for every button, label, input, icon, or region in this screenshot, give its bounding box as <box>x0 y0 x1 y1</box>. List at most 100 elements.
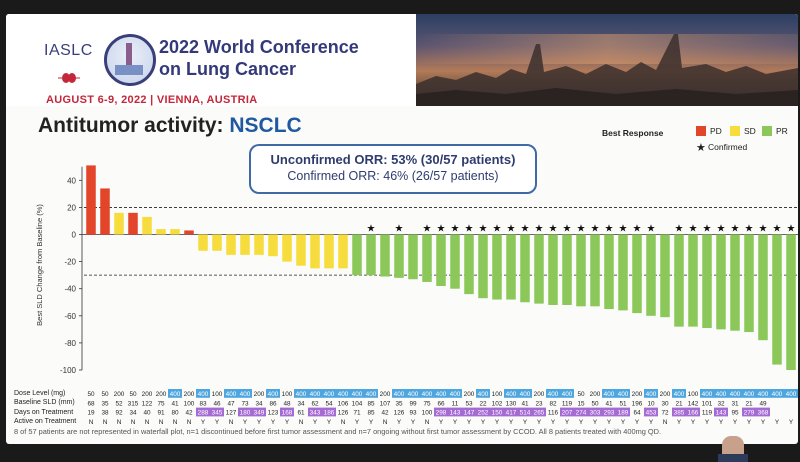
baseline-sld-cell: 101 <box>702 400 713 407</box>
table-cell-highlight <box>280 407 294 417</box>
table-cell-highlight <box>448 389 462 398</box>
dose-cell: 400 <box>408 391 419 398</box>
table-cell-highlight <box>420 389 434 398</box>
days-cell: 417 <box>506 410 517 417</box>
days-cell: 119 <box>702 410 713 417</box>
baseline-sld-cell: 48 <box>283 400 291 407</box>
row-label-days: Days on Treatment <box>14 408 74 416</box>
confirmed-star-icon: ★ <box>437 224 446 235</box>
dose-cell: 200 <box>114 391 125 398</box>
waterfall-bar <box>646 234 656 316</box>
confirmed-star-icon: ★ <box>689 224 698 235</box>
days-cell: 298 <box>436 410 447 417</box>
active-cell: Y <box>579 419 584 426</box>
days-cell: 116 <box>548 410 559 417</box>
waterfall-bar <box>422 234 432 282</box>
active-cell: Y <box>369 419 374 426</box>
legend-label-sd: SD <box>744 126 756 136</box>
baseline-sld-cell: 51 <box>619 400 627 407</box>
days-cell: 453 <box>646 410 657 417</box>
days-cell: 345 <box>212 410 223 417</box>
waterfall-bar <box>492 234 502 300</box>
waterfall-bar <box>618 234 628 311</box>
active-cell: Y <box>775 419 780 426</box>
table-cell-highlight <box>616 407 630 417</box>
active-cell: Y <box>467 419 472 426</box>
table-cell-highlight <box>476 407 490 417</box>
table-cell-highlight <box>756 389 770 398</box>
days-cell: 343 <box>310 410 321 417</box>
baseline-sld-cell: 22 <box>479 400 487 407</box>
baseline-sld-cell: 15 <box>577 400 585 407</box>
unconfirmed-orr-text: Unconfirmed ORR: 53% (30/57 patients) <box>270 152 516 167</box>
days-cell: 288 <box>198 410 209 417</box>
row-label-active: Active on Treatment <box>14 417 77 425</box>
dose-cell: 400 <box>744 391 755 398</box>
days-cell: 293 <box>604 410 615 417</box>
baseline-sld-cell: 100 <box>184 400 195 407</box>
days-cell: 368 <box>758 410 769 417</box>
confirmed-star-icon: ★ <box>465 224 474 235</box>
confirmed-star-icon: ★ <box>493 224 502 235</box>
table-cell-highlight <box>602 389 616 398</box>
dose-cell: 50 <box>577 391 585 398</box>
active-cell: Y <box>439 419 444 426</box>
baseline-sld-cell: 49 <box>759 400 767 407</box>
active-cell: N <box>131 419 136 426</box>
confirmed-star-icon: ★ <box>773 224 782 235</box>
dose-cell: 400 <box>240 391 251 398</box>
baseline-sld-cell: 21 <box>675 400 683 407</box>
table-cell-highlight <box>672 407 686 417</box>
table-row-labels: Dose Level (mg) Baseline SLD (mm) Days o… <box>14 389 94 426</box>
confirmed-star-icon: ★ <box>591 224 600 235</box>
confirmed-star-icon: ★ <box>423 224 432 235</box>
active-cell: Y <box>607 419 612 426</box>
dose-cell: 100 <box>282 391 293 398</box>
dose-cell: 200 <box>254 391 265 398</box>
days-cell: 123 <box>268 410 279 417</box>
dose-cell: 400 <box>520 391 531 398</box>
days-cell: 265 <box>534 410 545 417</box>
days-cell: 274 <box>576 410 587 417</box>
active-cell: Y <box>397 419 402 426</box>
active-cell: Y <box>495 419 500 426</box>
dose-cell: 400 <box>226 391 237 398</box>
table-cell-highlight <box>238 407 252 417</box>
legend-label-pd: PD <box>710 126 722 136</box>
active-cell: Y <box>481 419 486 426</box>
waterfall-bar <box>268 234 278 257</box>
baseline-sld-cell: 75 <box>157 400 165 407</box>
dose-cell: 100 <box>492 391 503 398</box>
waterfall-bar <box>212 234 222 251</box>
active-cell: Y <box>257 419 262 426</box>
active-cell: Y <box>509 419 514 426</box>
footnote: 8 of 57 patients are not represented in … <box>14 427 662 436</box>
y-tick-label: -20 <box>64 258 76 267</box>
baseline-sld-cell: 11 <box>452 400 459 407</box>
active-cell: Y <box>747 419 752 426</box>
confirmed-star-icon: ★ <box>535 224 544 235</box>
days-cell: 303 <box>590 410 601 417</box>
days-cell: 279 <box>744 410 755 417</box>
slide-title-prefix: Antitumor activity: <box>38 114 230 137</box>
y-tick-label: -100 <box>60 366 77 375</box>
confirmed-star-icon: ★ <box>521 224 530 235</box>
waterfall-bar <box>632 234 642 314</box>
waterfall-bar <box>296 234 306 266</box>
waterfall-bar <box>674 234 684 327</box>
days-cell: 127 <box>226 410 237 417</box>
days-cell: 72 <box>661 410 669 417</box>
table-cell-highlight <box>224 389 238 398</box>
active-cell: N <box>663 419 668 426</box>
dose-cell: 400 <box>716 391 727 398</box>
baseline-sld-cell: 99 <box>409 400 417 407</box>
y-tick-label: -60 <box>64 312 76 321</box>
table-cell-highlight <box>308 407 322 417</box>
days-cell: 143 <box>716 410 727 417</box>
table-cell-highlight <box>504 389 518 398</box>
waterfall-bar <box>366 234 376 276</box>
waterfall-bar <box>380 234 390 277</box>
active-cell: N <box>341 419 346 426</box>
waterfall-bar <box>408 234 418 280</box>
